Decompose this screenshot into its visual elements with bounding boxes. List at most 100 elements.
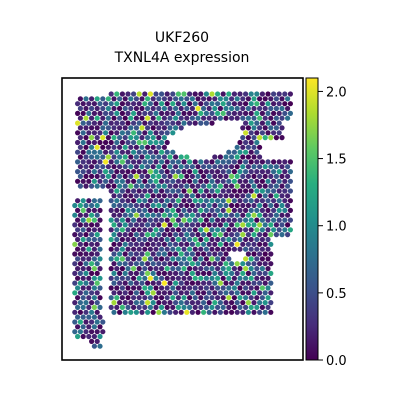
expression-spot: [142, 266, 148, 272]
expression-spot: [212, 232, 218, 238]
expression-spot: [282, 101, 288, 107]
expression-spot: [206, 173, 212, 179]
expression-spot: [201, 270, 207, 276]
expression-spot: [72, 261, 78, 267]
expression-spot: [131, 91, 137, 97]
expression-spot: [203, 217, 209, 223]
expression-spot: [142, 169, 148, 175]
expression-spot: [276, 101, 282, 107]
expression-spot: [133, 232, 139, 238]
expression-spot: [125, 217, 131, 223]
expression-spot: [153, 217, 159, 223]
expression-spot: [147, 110, 153, 116]
expression-spot: [131, 130, 137, 136]
expression-spot: [131, 149, 137, 155]
expression-spot: [128, 193, 134, 199]
expression-spot: [287, 91, 293, 97]
expression-spot: [128, 270, 134, 276]
expression-spot: [201, 212, 207, 218]
expression-spot: [131, 304, 137, 310]
expression-spot: [83, 222, 89, 228]
expression-spot: [187, 236, 193, 243]
expression-spot: [173, 183, 179, 189]
expression-spot: [142, 285, 148, 291]
expression-spot: [117, 300, 123, 306]
colorbar-tick-label: 2.0: [326, 85, 347, 100]
expression-spot: [150, 154, 156, 160]
expression-spot: [89, 280, 95, 286]
expression-spot: [125, 120, 131, 126]
expression-spot: [240, 154, 246, 160]
expression-spot: [97, 333, 103, 340]
expression-spot: [97, 110, 103, 116]
expression-spot: [175, 217, 181, 223]
expression-spot: [114, 285, 120, 291]
expression-spot: [100, 96, 106, 102]
expression-spot: [94, 319, 100, 325]
expression-spot: [231, 178, 237, 184]
expression-spot: [215, 256, 221, 262]
expression-spot: [237, 159, 243, 165]
expression-spot: [111, 96, 117, 102]
expression-spot: [215, 159, 221, 165]
expression-spot: [245, 280, 251, 286]
expression-spot: [220, 101, 226, 107]
expression-spot: [97, 217, 103, 223]
expression-spot: [248, 188, 254, 194]
expression-spot: [142, 217, 148, 223]
expression-spot: [122, 212, 128, 218]
expression-spot: [254, 198, 260, 204]
expression-spot: [156, 212, 162, 218]
expression-spot: [195, 202, 201, 209]
expression-spot: [150, 135, 156, 141]
expression-spot: [75, 324, 81, 330]
expression-spot: [276, 120, 282, 126]
expression-spot: [161, 164, 167, 170]
expression-spot: [203, 101, 209, 107]
expression-spot: [259, 227, 265, 233]
expression-spot: [215, 266, 221, 272]
expression-spot: [100, 183, 106, 189]
expression-spot: [271, 207, 277, 213]
expression-spot: [72, 222, 78, 228]
expression-spot: [131, 207, 137, 213]
expression-spot: [156, 154, 162, 160]
expression-spot: [145, 105, 151, 112]
expression-spot: [229, 115, 235, 121]
expression-spot: [240, 115, 246, 121]
expression-spot: [287, 101, 293, 107]
expression-spot: [86, 304, 92, 310]
expression-spot: [161, 280, 167, 286]
expression-spot: [159, 130, 165, 136]
expression-spot: [209, 198, 215, 204]
expression-spot: [153, 169, 159, 175]
expression-spot: [184, 300, 190, 306]
expression-spot: [276, 188, 282, 194]
expression-spot: [184, 164, 190, 170]
expression-spot: [178, 251, 184, 257]
expression-spot: [268, 232, 274, 238]
expression-spot: [184, 261, 190, 267]
expression-spot: [97, 236, 103, 243]
expression-spot: [139, 173, 145, 179]
expression-spot: [173, 290, 179, 296]
expression-spot: [89, 135, 95, 141]
expression-spot: [198, 159, 204, 165]
expression-spot: [94, 135, 100, 141]
expression-spot: [257, 222, 263, 228]
expression-spot: [89, 173, 95, 179]
expression-spot: [75, 227, 81, 233]
expression-spot: [80, 169, 86, 175]
expression-spot: [209, 159, 215, 165]
expression-spot: [273, 105, 279, 112]
expression-spot: [287, 227, 293, 233]
expression-spot: [265, 198, 271, 204]
expression-spot: [128, 183, 134, 189]
expression-spot: [91, 333, 97, 340]
expression-spot: [248, 217, 254, 223]
expression-spot: [187, 207, 193, 213]
expression-spot: [265, 207, 271, 213]
expression-spot: [184, 154, 190, 160]
expression-spot: [240, 173, 246, 179]
expression-spot: [248, 198, 254, 204]
